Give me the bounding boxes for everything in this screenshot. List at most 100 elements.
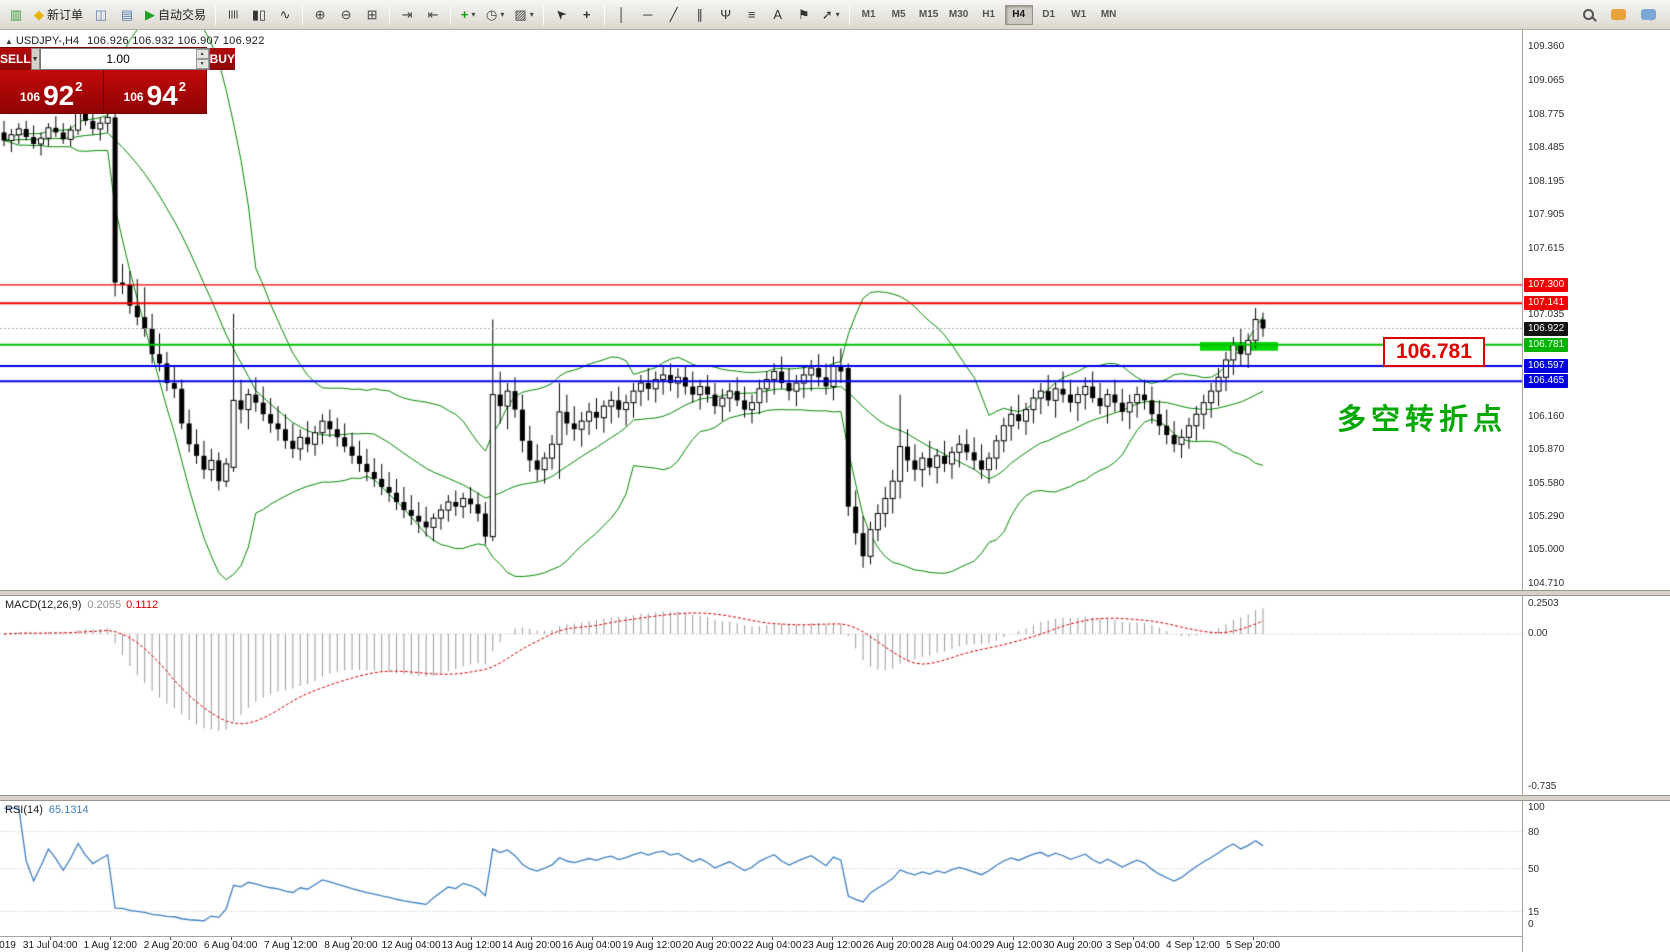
- search-icon: [1582, 9, 1594, 20]
- buy-price-pips: 94: [146, 80, 178, 112]
- toolbar-separator: [450, 4, 452, 25]
- rsi-axis-label: 100: [1528, 802, 1545, 813]
- timeframe-mn[interactable]: MN: [1095, 5, 1123, 25]
- fibonacci-icon[interactable]: ≡: [740, 3, 764, 27]
- time-tick: [952, 937, 954, 940]
- templates-icon-dropdown[interactable]: ▾: [529, 10, 534, 19]
- zoom-out-icon[interactable]: ⊖: [334, 3, 358, 27]
- symbol-period-label: USDJPY-,H4: [15, 35, 80, 47]
- trendline-icon[interactable]: ╱: [662, 3, 686, 27]
- zoom-in-icon-glyph: ⊕: [314, 7, 326, 22]
- time-label: 4 Sep 12:00: [1166, 940, 1220, 951]
- buy-price-button[interactable]: 106 94 2: [102, 70, 206, 113]
- search-icon[interactable]: [1576, 3, 1600, 27]
- trendline-icon-glyph: ╱: [669, 7, 678, 22]
- arrows-icon-dropdown[interactable]: ▾: [835, 10, 840, 19]
- crosshair-icon[interactable]: +: [575, 3, 599, 27]
- sell-button[interactable]: SELL: [0, 48, 31, 70]
- equidistant-channel-icon[interactable]: ∥: [688, 3, 712, 27]
- auto-trading-glyph: ▶: [145, 7, 156, 22]
- zoom-in-icon[interactable]: ⊕: [308, 3, 332, 27]
- indicators-icon[interactable]: + ▾: [456, 3, 480, 27]
- templates-icon[interactable]: ▨ ▾: [510, 3, 537, 27]
- timeframe-m5[interactable]: M5: [885, 5, 913, 25]
- time-label: 5 Sep 20:00: [1226, 940, 1281, 951]
- cursor-icon[interactable]: ➤: [549, 3, 573, 27]
- new-order-button[interactable]: ◆ 新订单: [30, 3, 87, 27]
- tile-windows-icon-glyph: ⊞: [366, 7, 378, 22]
- volume-down-button[interactable]: ▼: [195, 59, 209, 69]
- buy-button[interactable]: BUY: [209, 48, 235, 70]
- price-tick-label: 108.195: [1528, 175, 1565, 187]
- text-icon[interactable]: A: [766, 3, 790, 27]
- price-tick-label: 106.160: [1528, 410, 1565, 422]
- periods-icon-dropdown[interactable]: ▾: [500, 10, 505, 19]
- periods-icon[interactable]: ◷ ▾: [482, 3, 508, 27]
- time-label: 22 Aug 04:00: [742, 940, 802, 951]
- text-label-icon[interactable]: ⚑: [792, 3, 816, 27]
- time-tick: [50, 937, 52, 940]
- line-chart-icon[interactable]: ∿: [273, 3, 297, 27]
- sell-price-button[interactable]: 106 92 2: [0, 70, 103, 113]
- candlestick-chart-icon[interactable]: ▮▯: [247, 3, 271, 27]
- timeframe-h4[interactable]: H4: [1004, 4, 1033, 25]
- toolbar-separator: [848, 4, 850, 25]
- toolbar-separator: [603, 4, 605, 25]
- timeframe-m15[interactable]: M15: [915, 5, 943, 25]
- volume-up-button[interactable]: ▲: [195, 49, 209, 59]
- andrews-pitchfork-icon[interactable]: Ψ: [714, 3, 738, 27]
- ohlc-values: 106.926 106.932 106.907 106.922: [87, 35, 265, 47]
- community-chat-icon[interactable]: [1606, 3, 1630, 27]
- chart-shift-icon-glyph: ⇤: [427, 7, 439, 22]
- bar-chart-icon[interactable]: ≣: [221, 3, 245, 27]
- feedback-chat-icon[interactable]: [1636, 3, 1660, 27]
- macd-indicator-panel[interactable]: [0, 596, 1522, 795]
- auto-scroll-icon[interactable]: ⇥: [395, 3, 419, 27]
- price-line-tag: 106.922: [1524, 321, 1569, 336]
- rsi-axis-label: 80: [1528, 826, 1540, 838]
- main-toolbar: ▥ ◆ 新订单 ◫ ▤ ▶ 自动交易 ≣ ▮▯ ∿ ⊕ ⊖ ⊞ ⇥ ⇤ + ▾ ◷ ▾ ▨ ▾ ➤ + │ ─ ╱ ∥ Ψ ≡ A ⚑ ➚ ▾ M…: [0, 0, 1670, 30]
- time-tick: [110, 937, 112, 940]
- chart-profiles-icon[interactable]: ◫: [89, 3, 113, 27]
- panel-separator[interactable]: [0, 795, 1670, 801]
- timeframe-m30[interactable]: M30: [945, 5, 973, 25]
- time-tick: [170, 937, 172, 940]
- vertical-line-icon[interactable]: │: [610, 3, 634, 27]
- price-axis[interactable]: 109.360 109.065 108.775 108.485 108.195 107.9…: [1522, 30, 1670, 952]
- app-icon-glyph: ▥: [9, 7, 23, 22]
- price-level-callout: 106.781: [1383, 337, 1485, 367]
- timeframe-h1[interactable]: H1: [975, 5, 1003, 25]
- market-watch-icon[interactable]: ▤: [115, 3, 139, 27]
- chart-info-line: ▲ USDJPY-,H4 106.926 106.932 106.907 106.9…: [5, 35, 265, 47]
- timeframe-m1[interactable]: M1: [855, 5, 883, 25]
- time-tick: [471, 937, 473, 940]
- time-tick: [290, 937, 292, 940]
- order-type-dropdown[interactable]: ▼: [30, 48, 40, 70]
- indicators-icon-dropdown[interactable]: ▾: [471, 10, 476, 19]
- app-icon[interactable]: ▥: [4, 3, 28, 27]
- time-axis[interactable]: 29 Jul 2019 31 Jul 04:00 1 Aug 12:00 2 Aug …: [0, 936, 1522, 952]
- main-price-chart[interactable]: [0, 30, 1522, 590]
- time-tick: [230, 937, 232, 940]
- timeframe-d1[interactable]: D1: [1035, 5, 1063, 25]
- time-tick: [1132, 937, 1134, 940]
- tile-windows-icon[interactable]: ⊞: [360, 3, 384, 27]
- volume-input[interactable]: [40, 49, 196, 69]
- time-label: 20 Aug 20:00: [682, 940, 742, 951]
- crosshair-icon-glyph: +: [582, 7, 591, 22]
- horizontal-line-icon[interactable]: ─: [636, 3, 660, 27]
- periods-icon-glyph: ◷: [486, 7, 498, 22]
- buy-price-point: 2: [178, 79, 186, 94]
- auto-trading-button[interactable]: ▶ 自动交易: [141, 3, 210, 27]
- time-label: 13 Aug 12:00: [441, 940, 501, 951]
- rsi-indicator-panel[interactable]: [0, 801, 1522, 936]
- arrows-icon[interactable]: ➚ ▾: [818, 3, 844, 27]
- macd-name: MACD(12,26,9): [5, 599, 82, 611]
- price-line-tag: 107.300: [1524, 277, 1569, 292]
- chart-shift-icon[interactable]: ⇤: [421, 3, 445, 27]
- timeframe-w1[interactable]: W1: [1065, 5, 1093, 25]
- panel-separator[interactable]: [0, 590, 1670, 596]
- toolbar-separator: [215, 4, 217, 25]
- rsi-axis-label: 50: [1528, 863, 1540, 875]
